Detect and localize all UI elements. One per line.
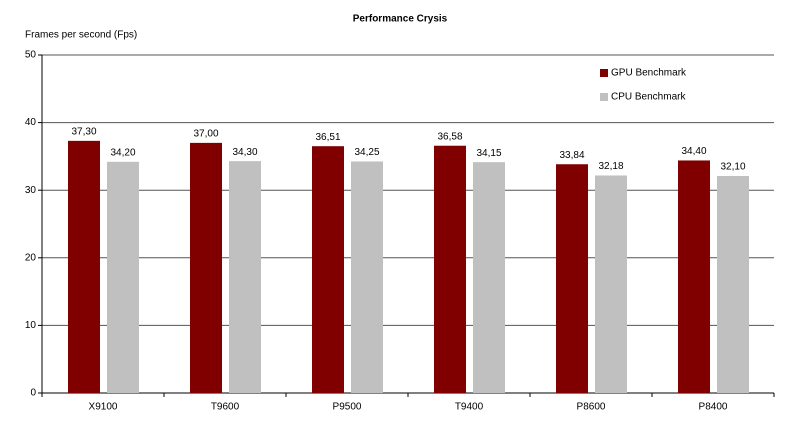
value-label: 36,58 <box>437 131 462 142</box>
bar <box>595 175 627 393</box>
value-label: 34,40 <box>681 146 706 157</box>
y-tick-label: 0 <box>30 388 36 399</box>
x-tick-label: T9600 <box>211 402 240 413</box>
value-label: 37,00 <box>193 129 218 140</box>
value-label: 34,15 <box>476 148 501 159</box>
y-tick-label: 10 <box>25 320 37 331</box>
bar <box>556 164 588 393</box>
x-tick-label: X9100 <box>89 402 118 413</box>
chart-title: Performance Crysis <box>353 14 448 25</box>
legend-label: CPU Benchmark <box>611 92 686 103</box>
bar <box>312 146 344 393</box>
legend-label: GPU Benchmark <box>611 68 687 79</box>
value-label: 34,30 <box>232 147 257 158</box>
value-label: 32,18 <box>598 161 623 172</box>
bar <box>190 142 222 393</box>
value-label: 34,20 <box>110 147 135 158</box>
bar <box>434 145 466 393</box>
bar <box>717 176 749 393</box>
legend-swatch <box>600 69 608 77</box>
y-tick-label: 20 <box>25 252 37 263</box>
y-tick-label: 40 <box>25 117 37 128</box>
bar <box>473 162 505 393</box>
value-label: 34,25 <box>354 147 379 158</box>
x-tick-label: T9400 <box>455 402 484 413</box>
x-tick-label: P8600 <box>577 402 606 413</box>
x-tick-label: P8400 <box>699 402 728 413</box>
value-label: 33,84 <box>559 150 584 161</box>
value-label: 32,10 <box>720 162 745 173</box>
legend-swatch <box>600 93 608 101</box>
value-label: 36,51 <box>315 132 340 143</box>
bar <box>229 161 261 393</box>
y-axis-label: Frames per second (Fps) <box>25 30 137 41</box>
bar <box>351 161 383 393</box>
bar <box>68 140 100 393</box>
y-tick-label: 30 <box>25 185 37 196</box>
bar <box>107 161 139 393</box>
x-tick-label: P9500 <box>333 402 362 413</box>
bar <box>678 160 710 393</box>
y-tick-label: 50 <box>25 50 37 61</box>
value-label: 37,30 <box>71 126 96 137</box>
